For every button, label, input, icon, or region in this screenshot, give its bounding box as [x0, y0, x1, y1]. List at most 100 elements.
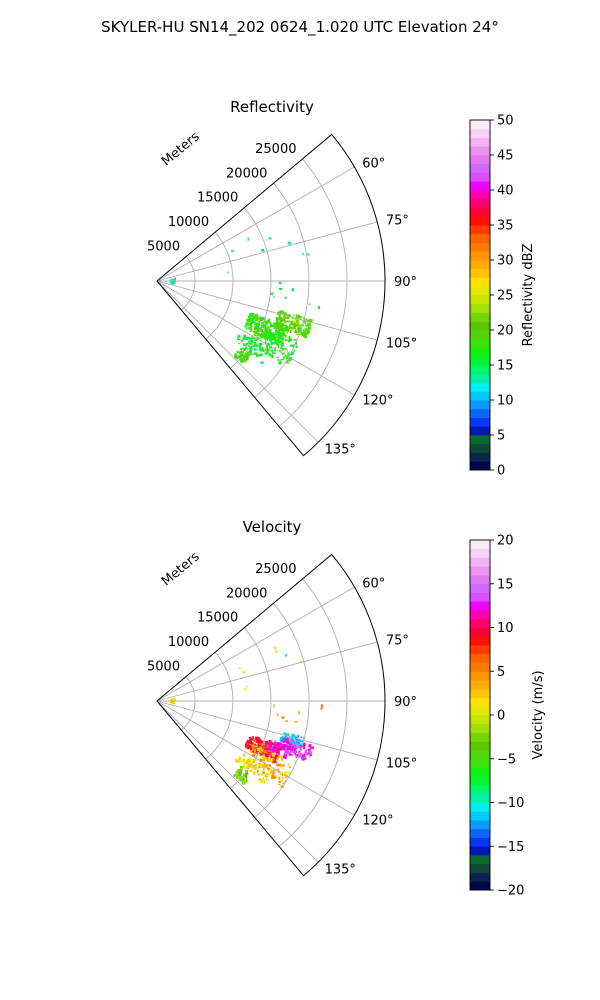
- echo-pixel: [266, 751, 269, 755]
- echo-pixel: [240, 765, 243, 768]
- echo-pixel: [173, 701, 176, 703]
- echo-pixel: [248, 315, 251, 319]
- echo-pixel: [279, 340, 282, 342]
- azimuth-gridline: [156, 280, 355, 396]
- echo-pixel: [170, 699, 173, 702]
- echo-pixel: [277, 345, 280, 349]
- echo-pixel: [249, 760, 252, 762]
- echo-pixel: [285, 720, 289, 722]
- echo-pixel: [273, 776, 276, 779]
- echo-pixel: [305, 324, 308, 327]
- azimuth-gridline: [156, 586, 355, 702]
- echo-pixel: [263, 331, 266, 335]
- echo-pixel: [249, 317, 251, 320]
- echo-pixel: [289, 748, 292, 751]
- polar-labels: 5000 10000 15000 20000 25000 60° 75° 90° 105° 120…: [147, 562, 417, 878]
- colorbar-tick-label: −5: [497, 752, 516, 767]
- echo-pixel: [258, 739, 262, 743]
- echo-pixel: [299, 328, 302, 331]
- echo-pixel: [242, 781, 246, 785]
- echo-pixel: [249, 323, 252, 327]
- echo-pixel: [237, 768, 241, 772]
- echo-pixel: [295, 738, 299, 741]
- echo-pixel: [237, 337, 239, 340]
- echo-pixel: [266, 337, 269, 341]
- echo-pixel: [245, 337, 249, 340]
- echo-pixel: [263, 318, 266, 322]
- echo-pixel: [308, 326, 311, 330]
- echo-pixel: [291, 326, 294, 330]
- echo-pixel: [269, 329, 271, 333]
- echo-pixel: [238, 338, 241, 341]
- range-tick-label: 15000: [197, 191, 238, 206]
- colorbar-swatch: [470, 671, 490, 681]
- echo-pixel: [248, 340, 251, 343]
- colorbar-tick-label: 35: [497, 219, 514, 234]
- echo-pixel: [251, 315, 255, 317]
- echo-pixel: [276, 750, 280, 754]
- echo-pixel: [263, 750, 267, 753]
- echo-pixel: [284, 326, 288, 329]
- echo-pixel: [287, 329, 289, 332]
- echo-pixel: [278, 776, 281, 780]
- echo-pixel: [293, 344, 295, 347]
- echo-pixel: [281, 310, 284, 315]
- colorbar-swatch: [470, 216, 490, 226]
- colorbar-swatch: [470, 443, 490, 453]
- echo-pixel: [273, 296, 275, 299]
- echo-pixel: [258, 333, 261, 337]
- echo-pixel: [309, 751, 313, 755]
- echo-pixel: [285, 738, 287, 741]
- colorbar-swatch: [470, 820, 490, 830]
- echo-pixel: [258, 778, 262, 781]
- echo-pixel: [282, 318, 286, 322]
- echo-pixel: [287, 745, 289, 749]
- echo-pixel: [280, 319, 282, 323]
- echo-pixel: [265, 348, 267, 351]
- echo-pixel: [264, 338, 267, 341]
- echo-pixel: [242, 361, 247, 363]
- echo-pixel: [281, 776, 284, 780]
- echo-pixel: [266, 754, 270, 758]
- colorbar-swatch: [470, 408, 490, 418]
- range-ring: [254, 183, 310, 398]
- panel-title: Reflectivity: [230, 98, 314, 116]
- echo-pixel: [243, 337, 246, 339]
- colorbar-swatch: [470, 461, 490, 471]
- echo-pixel: [267, 349, 271, 351]
- echo-pixel: [240, 360, 244, 363]
- echo-pixel: [261, 347, 264, 351]
- colorbar-swatch: [470, 636, 490, 646]
- echo-pixel: [256, 337, 260, 340]
- colorbar-swatch: [470, 662, 490, 672]
- echo-pixel: [304, 329, 306, 333]
- colorbar-tick-label: 10: [497, 394, 514, 409]
- echo-pixel: [273, 342, 276, 345]
- azimuth-gridline: [156, 221, 378, 282]
- echo-pixel: [278, 746, 282, 749]
- colorbar-swatch: [470, 303, 490, 313]
- echo-pixel: [298, 741, 300, 745]
- echo-pixel: [294, 735, 296, 739]
- echo-pixel: [257, 323, 260, 326]
- echo-pixel: [245, 327, 247, 330]
- echo-pixel: [289, 344, 293, 346]
- echo-pixel: [310, 746, 312, 749]
- echo-pixel: [293, 743, 295, 745]
- echo-pixel: [276, 333, 280, 336]
- echo-pixel: [281, 325, 284, 329]
- echo-pixel: [268, 746, 271, 749]
- echo-pixel: [297, 754, 301, 758]
- echo-pixel: [250, 325, 253, 328]
- echo-pixel: [277, 358, 279, 362]
- polar-grid: [156, 133, 386, 457]
- echo-pixel: [285, 740, 288, 743]
- echo-pixel: [282, 756, 286, 759]
- range-tick-label: 25000: [255, 562, 296, 577]
- colorbar-tick-label: −20: [497, 884, 524, 899]
- echo-pixel: [253, 766, 257, 770]
- echo-pixel: [269, 329, 273, 331]
- echo-pixel: [276, 356, 279, 359]
- echo-pixel: [255, 354, 258, 358]
- echo-pixel: [272, 352, 276, 355]
